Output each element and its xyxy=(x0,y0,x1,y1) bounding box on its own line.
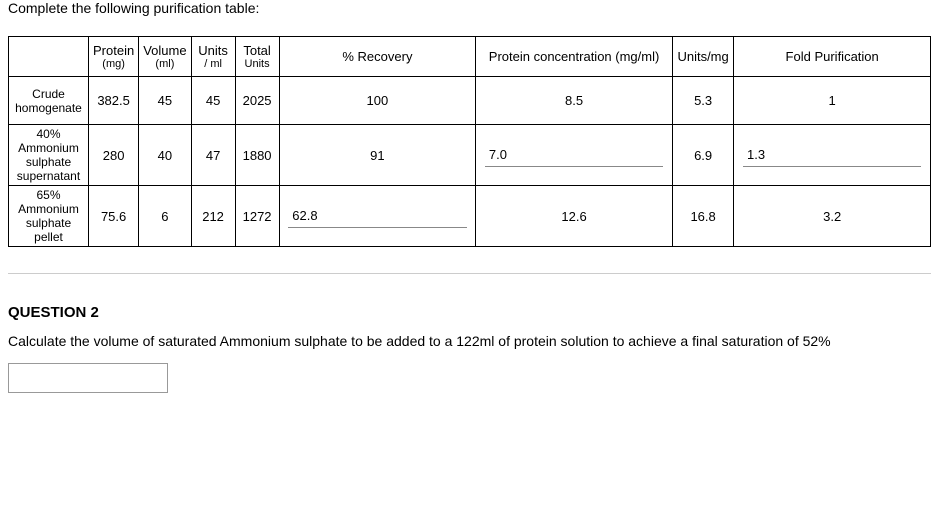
col-volume: Volume(ml) xyxy=(139,37,191,77)
question2-text: Calculate the volume of saturated Ammoni… xyxy=(8,333,931,349)
volume-ml: 45 xyxy=(139,77,191,125)
protein-mg: 280 xyxy=(89,125,139,186)
concentration-input[interactable] xyxy=(485,143,663,167)
concentration-cell: 8.5 xyxy=(476,77,673,125)
row-label: Crude homogenate xyxy=(9,77,89,125)
col-fold: Fold Purification xyxy=(734,37,931,77)
volume-ml: 40 xyxy=(139,125,191,186)
fold-input[interactable] xyxy=(743,143,921,167)
table-header-row: Protein(mg) Volume(ml) Units/ ml TotalUn… xyxy=(9,37,931,77)
col-protein: Protein(mg) xyxy=(89,37,139,77)
col-units-mg: Units/mg xyxy=(672,37,733,77)
units-per-ml: 45 xyxy=(191,77,235,125)
fold-cell: 3.2 xyxy=(734,186,931,247)
col-concentration: Protein concentration (mg/ml) xyxy=(476,37,673,77)
units-per-mg-cell: 6.9 xyxy=(672,125,733,186)
units-per-ml: 212 xyxy=(191,186,235,247)
concentration-cell: 12.6 xyxy=(476,186,673,247)
col-recovery: % Recovery xyxy=(279,37,476,77)
col-blank xyxy=(9,37,89,77)
units-per-mg-cell: 5.3 xyxy=(672,77,733,125)
table-row: Crude homogenate382.5454520251008.55.31 xyxy=(9,77,931,125)
protein-mg: 382.5 xyxy=(89,77,139,125)
recovery-cell: 91 xyxy=(279,125,476,186)
recovery-input[interactable] xyxy=(288,204,466,228)
instruction-text: Complete the following purification tabl… xyxy=(8,0,931,16)
col-total-units: TotalUnits xyxy=(235,37,279,77)
col-units-ml: Units/ ml xyxy=(191,37,235,77)
concentration-cell xyxy=(476,125,673,186)
purification-table: Protein(mg) Volume(ml) Units/ ml TotalUn… xyxy=(8,36,931,247)
table-body: Crude homogenate382.5454520251008.55.314… xyxy=(9,77,931,247)
volume-ml: 6 xyxy=(139,186,191,247)
units-per-ml: 47 xyxy=(191,125,235,186)
recovery-cell: 100 xyxy=(279,77,476,125)
fold-cell: 1 xyxy=(734,77,931,125)
total-units: 1880 xyxy=(235,125,279,186)
row-label: 40% Ammonium sulphate supernatant xyxy=(9,125,89,186)
separator-line xyxy=(8,273,931,274)
table-row: 65% Ammonium sulphate pellet75.662121272… xyxy=(9,186,931,247)
question2-heading: QUESTION 2 xyxy=(8,304,931,321)
total-units: 1272 xyxy=(235,186,279,247)
row-label: 65% Ammonium sulphate pellet xyxy=(9,186,89,247)
total-units: 2025 xyxy=(235,77,279,125)
fold-cell xyxy=(734,125,931,186)
protein-mg: 75.6 xyxy=(89,186,139,247)
table-row: 40% Ammonium sulphate supernatant2804047… xyxy=(9,125,931,186)
question2-answer-input[interactable] xyxy=(8,363,168,393)
recovery-cell xyxy=(279,186,476,247)
units-per-mg-cell: 16.8 xyxy=(672,186,733,247)
